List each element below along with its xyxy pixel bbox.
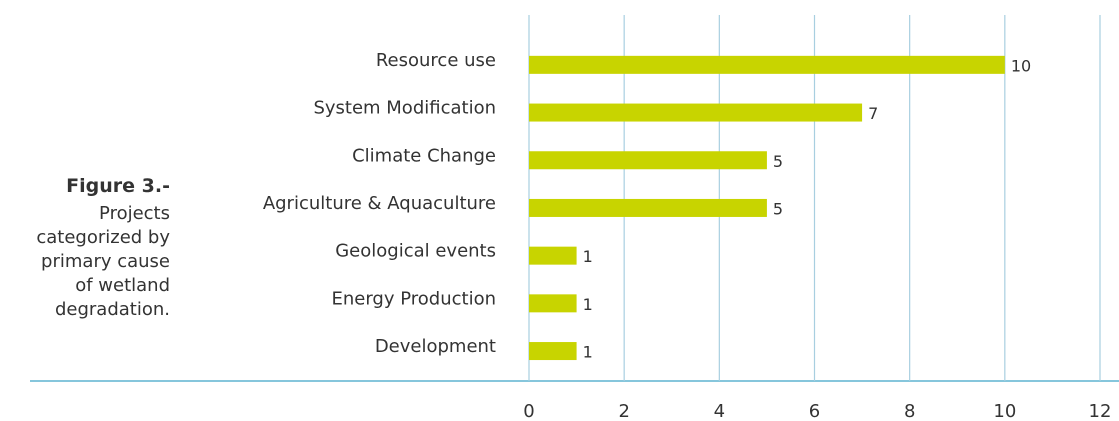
x-tick-label: 0	[523, 401, 534, 421]
caption: Projects categorized by primary cause of…	[36, 203, 170, 320]
bar	[529, 103, 863, 122]
value-label: 1	[583, 343, 593, 362]
bar	[529, 342, 577, 361]
x-tick-label: 4	[714, 401, 725, 421]
bar	[529, 246, 577, 265]
bar	[529, 294, 577, 313]
y-tick-label: Energy Production	[331, 288, 496, 309]
y-tick-label: Geological events	[335, 241, 496, 262]
x-tick-label: 2	[618, 401, 629, 421]
y-tick-label: System Modification	[313, 98, 496, 119]
bar	[529, 198, 767, 217]
value-label: 5	[773, 199, 783, 218]
y-tick-label: Resource use	[376, 50, 496, 71]
bar	[529, 151, 767, 170]
y-tick-label: Climate Change	[352, 145, 496, 166]
value-label: 5	[773, 152, 783, 171]
caption-block: Figure 3.- Projects categorized by prima…	[20, 174, 170, 322]
value-label: 7	[868, 104, 878, 123]
value-label: 1	[583, 295, 593, 314]
y-tick-label: Agriculture & Aquaculture	[263, 193, 496, 214]
x-tick-label: 6	[809, 401, 820, 421]
caption-title: Figure 3.-	[66, 175, 170, 197]
value-label: 10	[1011, 56, 1031, 75]
x-tick-label: 10	[993, 401, 1016, 421]
x-tick-label: 12	[1089, 401, 1112, 421]
bar	[529, 55, 1005, 74]
x-tick-label: 8	[904, 401, 915, 421]
y-tick-label: Development	[375, 336, 496, 357]
value-label: 1	[583, 247, 593, 266]
